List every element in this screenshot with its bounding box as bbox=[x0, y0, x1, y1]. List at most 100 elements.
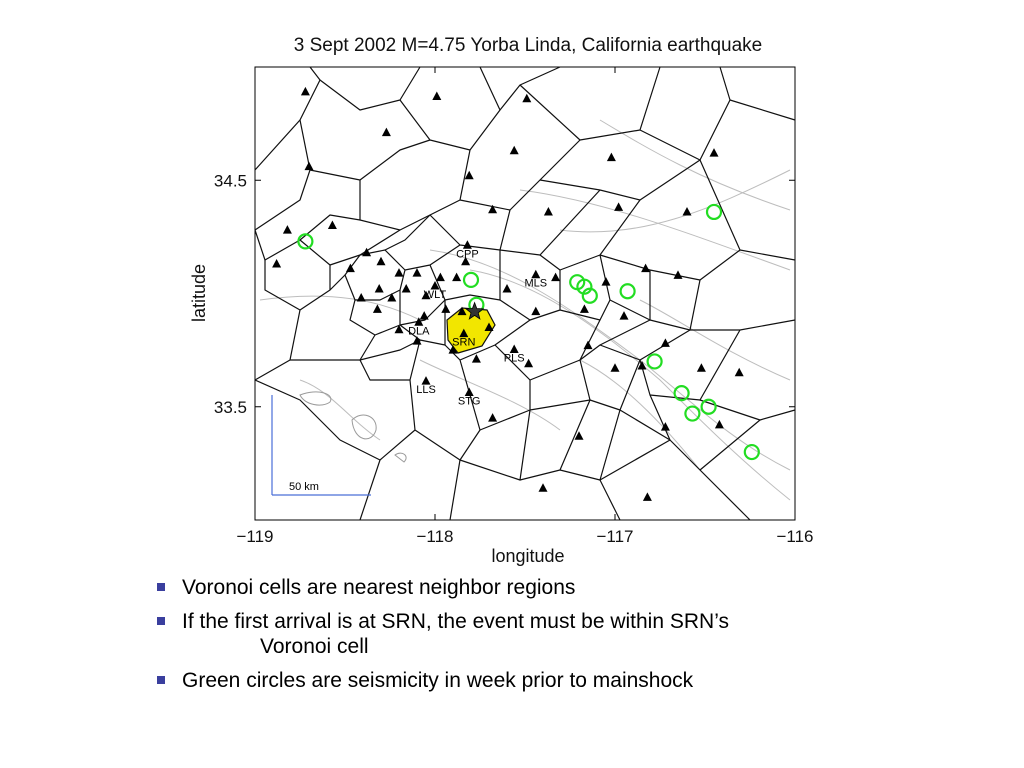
station-marker bbox=[419, 311, 429, 320]
station-marker bbox=[502, 283, 512, 293]
station-marker bbox=[327, 220, 337, 230]
x-tick-label: −117 bbox=[596, 527, 633, 546]
station-marker bbox=[660, 422, 670, 431]
voronoi-station-map: 3 Sept 2002 M=4.75 Yorba Linda, Californ… bbox=[189, 35, 814, 566]
station-marker bbox=[457, 306, 467, 316]
seismicity-circle bbox=[700, 398, 717, 415]
station-label-srn: SRN bbox=[452, 337, 475, 349]
epicenter bbox=[464, 301, 485, 320]
station-marker bbox=[414, 317, 424, 326]
seismicity-circle bbox=[743, 443, 760, 461]
station-label-dla: DLA bbox=[408, 325, 430, 337]
seismicity bbox=[297, 203, 760, 461]
x-axis-label: longitude bbox=[491, 546, 564, 566]
station-marker bbox=[709, 148, 719, 157]
station-marker bbox=[522, 93, 532, 103]
x-tick-label: −119 bbox=[236, 527, 273, 546]
station-marker bbox=[714, 419, 724, 429]
station-marker bbox=[304, 161, 314, 171]
bullet-list: Voronoi cells are nearest neighbor regio… bbox=[155, 575, 915, 702]
bullet-item: Voronoi cells are nearest neighbor regio… bbox=[155, 575, 915, 600]
bullet-text: Voronoi cells are nearest neighbor regio… bbox=[182, 576, 576, 599]
fault-lines bbox=[259, 119, 791, 501]
station-marker bbox=[441, 304, 451, 313]
station-label-cpp: CPP bbox=[456, 248, 479, 260]
station-marker bbox=[282, 225, 292, 234]
seismicity-circle bbox=[673, 385, 690, 402]
station-marker bbox=[362, 247, 372, 257]
seismicity-circle bbox=[462, 271, 480, 289]
bullet-marker bbox=[157, 676, 165, 684]
axes: −119 −118 −117 −116 34.5 33.5 bbox=[214, 67, 814, 546]
seismicity-circle bbox=[646, 353, 663, 370]
station-marker bbox=[374, 283, 384, 293]
station-marker bbox=[464, 387, 474, 396]
station-marker bbox=[682, 206, 692, 216]
station-marker bbox=[509, 344, 519, 353]
station-label-mls: MLS bbox=[524, 278, 547, 290]
srn-voronoi-cell bbox=[446, 307, 496, 354]
bullet-marker bbox=[157, 583, 165, 591]
station-marker bbox=[642, 492, 652, 501]
y-tick-label: 34.5 bbox=[214, 171, 247, 190]
station-label-stg: STG bbox=[458, 395, 481, 407]
seismicity-circle bbox=[581, 287, 598, 304]
station-marker bbox=[673, 270, 683, 279]
station-marker bbox=[637, 360, 647, 370]
station-marker bbox=[412, 268, 422, 277]
bullet-item: If the first arrival is at SRN, the even… bbox=[155, 609, 915, 659]
station-marker bbox=[421, 376, 431, 385]
station-marker bbox=[448, 345, 458, 354]
station-marker bbox=[394, 324, 404, 334]
stations bbox=[272, 86, 744, 501]
plot-area bbox=[254, 66, 796, 521]
station-marker bbox=[452, 272, 462, 282]
station-marker bbox=[471, 354, 481, 363]
station-marker bbox=[531, 306, 541, 316]
station-marker bbox=[531, 269, 541, 279]
station-marker bbox=[464, 170, 474, 180]
station-marker bbox=[421, 290, 431, 300]
station-marker bbox=[543, 206, 553, 216]
seismicity-circle bbox=[684, 405, 701, 422]
station-marker bbox=[660, 338, 670, 347]
station-marker bbox=[387, 293, 397, 302]
station-marker bbox=[432, 91, 442, 100]
station-marker bbox=[459, 328, 469, 338]
station-marker bbox=[734, 367, 744, 377]
bullet-text: If the first arrival is at SRN, the even… bbox=[182, 610, 729, 633]
bullet-continuation: Voronoi cell bbox=[260, 635, 369, 658]
station-labels: CPP MLS WLT DLA SRN PLS LLS STG bbox=[408, 240, 547, 407]
station-marker bbox=[372, 304, 382, 313]
station-marker bbox=[524, 358, 534, 368]
station-marker bbox=[488, 204, 498, 214]
station-marker bbox=[356, 293, 366, 302]
bullet-text: Green circles are seismicity in week pri… bbox=[182, 669, 694, 692]
station-marker bbox=[619, 311, 629, 320]
station-marker bbox=[488, 413, 498, 422]
y-axis-label: latitude bbox=[189, 264, 209, 322]
station-marker bbox=[461, 256, 471, 266]
bullet-item: Green circles are seismicity in week pri… bbox=[155, 668, 915, 693]
station-label-pls: PLS bbox=[504, 352, 525, 364]
x-tick-label: −118 bbox=[416, 527, 453, 546]
station-marker bbox=[551, 272, 561, 282]
seismicity-circle bbox=[619, 283, 636, 300]
station-marker bbox=[579, 304, 589, 313]
station-marker bbox=[430, 281, 440, 290]
station-marker bbox=[538, 483, 548, 492]
seismicity-circle bbox=[576, 278, 593, 295]
station-marker bbox=[462, 240, 472, 249]
x-tick-label: −116 bbox=[776, 527, 813, 546]
station-marker bbox=[696, 363, 706, 372]
seismicity-circle bbox=[705, 203, 723, 221]
chart-title: 3 Sept 2002 M=4.75 Yorba Linda, Californ… bbox=[294, 35, 763, 56]
station-marker bbox=[601, 277, 611, 286]
seismicity-circle bbox=[297, 233, 314, 250]
station-marker bbox=[610, 363, 620, 372]
scale-bar-label: 50 km bbox=[289, 481, 319, 493]
scale-bar: 50 km bbox=[271, 395, 371, 496]
station-label-wlt: WLT bbox=[424, 289, 447, 301]
station-marker bbox=[614, 202, 624, 211]
station-marker bbox=[345, 263, 355, 273]
